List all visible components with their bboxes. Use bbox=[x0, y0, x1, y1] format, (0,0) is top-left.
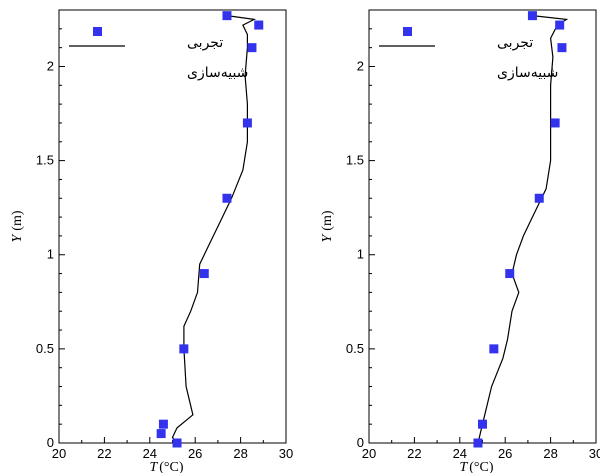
data-point bbox=[478, 419, 487, 429]
data-point bbox=[156, 429, 166, 439]
x-tick-label: 28 bbox=[233, 446, 247, 461]
data-point bbox=[550, 118, 560, 128]
x-tick-label: 30 bbox=[589, 446, 600, 461]
simulation-line bbox=[477, 15, 569, 444]
x-tick-label: 20 bbox=[362, 446, 376, 461]
x-axis-symbol: T bbox=[459, 460, 468, 473]
y-axis-symbol: Y bbox=[320, 233, 335, 243]
x-axis-label: T (°C) bbox=[149, 460, 183, 473]
y-tick-label: 1 bbox=[47, 247, 54, 262]
legend-marker-experiment bbox=[403, 27, 412, 36]
x-tick-label: 24 bbox=[453, 446, 467, 461]
legend: تجربی شبیه‌سازی bbox=[379, 27, 558, 81]
x-tick-label: 28 bbox=[543, 446, 557, 461]
y-tick-label: 0.5 bbox=[36, 341, 54, 356]
x-tick-label: 26 bbox=[498, 446, 512, 461]
y-axis-label: Y (m) bbox=[10, 210, 25, 242]
plot-frame bbox=[58, 9, 287, 444]
x-axis-label: T (°C) bbox=[459, 460, 493, 473]
data-point bbox=[158, 419, 168, 429]
chart-panel-2: 20 22 24 26 28 30 0 0.5 1 1.5 2 T (°C) Y (m) تجربی شبیه‌… bbox=[320, 9, 600, 473]
data-point bbox=[222, 193, 232, 203]
y-tick-label: 0 bbox=[47, 435, 54, 450]
x-tick-label: 30 bbox=[279, 446, 293, 461]
y-tick-label: 2 bbox=[47, 58, 54, 73]
x-axis-unit: (°C) bbox=[469, 460, 494, 473]
chart-panel-1: 20 22 24 26 28 30 0 0.5 1 1.5 2 T (°C) Y (m) تجربی شبیه‌… bbox=[10, 9, 293, 473]
data-point bbox=[242, 118, 252, 128]
plot-frame bbox=[368, 9, 597, 444]
x-tick-label: 20 bbox=[52, 446, 66, 461]
y-tick-label: 1 bbox=[357, 247, 364, 262]
data-point bbox=[199, 269, 209, 279]
legend-marker-experiment bbox=[93, 27, 102, 36]
y-axis-symbol: Y bbox=[10, 233, 25, 243]
x-axis-symbol: T bbox=[149, 460, 158, 473]
legend-label-experiment: تجربی bbox=[497, 34, 533, 51]
data-point bbox=[254, 20, 264, 30]
x-tick-label: 26 bbox=[188, 446, 202, 461]
data-point bbox=[555, 20, 565, 30]
y-tick-label: 0 bbox=[357, 435, 364, 450]
data-point bbox=[527, 11, 537, 21]
x-tick-label: 22 bbox=[97, 446, 111, 461]
legend-label-experiment: تجربی bbox=[187, 34, 223, 51]
data-point bbox=[179, 344, 189, 354]
y-tick-label: 2 bbox=[357, 58, 364, 73]
x-tick-label: 24 bbox=[143, 446, 157, 461]
data-point bbox=[222, 11, 232, 21]
y-axis-unit: (m) bbox=[10, 210, 25, 231]
data-point bbox=[557, 43, 567, 53]
data-point bbox=[172, 438, 182, 448]
y-tick-label: 1.5 bbox=[346, 153, 364, 168]
y-tick-label: 0.5 bbox=[346, 341, 364, 356]
legend-label-simulation: شبیه‌سازی bbox=[497, 64, 558, 81]
data-point bbox=[247, 43, 257, 53]
y-axis-label: Y (m) bbox=[320, 210, 335, 242]
y-axis-unit: (m) bbox=[320, 210, 335, 231]
y-tick-label: 1.5 bbox=[36, 153, 54, 168]
x-axis-unit: (°C) bbox=[159, 460, 184, 473]
x-tick-label: 22 bbox=[407, 446, 421, 461]
data-point bbox=[473, 438, 483, 448]
legend: تجربی شبیه‌سازی bbox=[69, 27, 248, 81]
data-point bbox=[534, 193, 544, 203]
legend-label-simulation: شبیه‌سازی bbox=[187, 64, 248, 81]
data-point bbox=[505, 269, 515, 279]
simulation-line bbox=[171, 15, 257, 444]
data-point bbox=[489, 344, 499, 354]
